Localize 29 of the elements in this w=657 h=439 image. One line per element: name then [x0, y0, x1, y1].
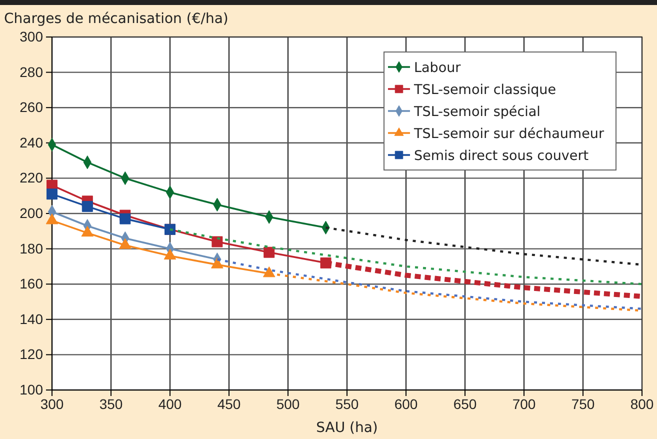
y-tick-label: 280 — [20, 64, 44, 80]
x-tick-label: 550 — [335, 396, 359, 412]
x-tick-label: 650 — [453, 396, 477, 412]
x-tick-label: 400 — [158, 396, 182, 412]
y-tick-label: 180 — [20, 240, 44, 256]
x-tick-label: 750 — [571, 396, 595, 412]
y-tick-label: 260 — [20, 99, 44, 116]
x-tick-label: 800 — [630, 396, 654, 412]
y-tick-label: 300 — [20, 28, 44, 44]
x-tick-label: 300 — [40, 396, 64, 412]
x-tick-label: 450 — [217, 396, 241, 412]
legend-label: TSL-semoir sur déchaumeur — [413, 126, 604, 142]
x-tick-label: 700 — [512, 396, 536, 412]
x-tick-label: 600 — [394, 396, 418, 412]
chart-title: Charges de mécanisation (€/ha) — [4, 11, 228, 27]
legend-label: Labour — [414, 60, 462, 76]
x-axis-title: SAU (ha) — [316, 420, 378, 436]
legend-label: TSL-semoir spécial — [413, 104, 540, 120]
y-tick-label: 220 — [20, 170, 44, 186]
y-tick-label: 140 — [20, 310, 44, 327]
x-tick-label: 500 — [276, 396, 300, 412]
y-tick-label: 240 — [20, 134, 44, 150]
y-tick-label: 200 — [20, 204, 44, 221]
y-tick-label: 100 — [20, 381, 44, 398]
x-tick-label: 350 — [99, 396, 123, 412]
legend-label: Semis direct sous couvert — [414, 148, 589, 164]
y-tick-label: 120 — [20, 346, 44, 362]
y-tick-label: 160 — [20, 276, 44, 292]
legend-label: TSL-semoir classique — [413, 82, 556, 98]
